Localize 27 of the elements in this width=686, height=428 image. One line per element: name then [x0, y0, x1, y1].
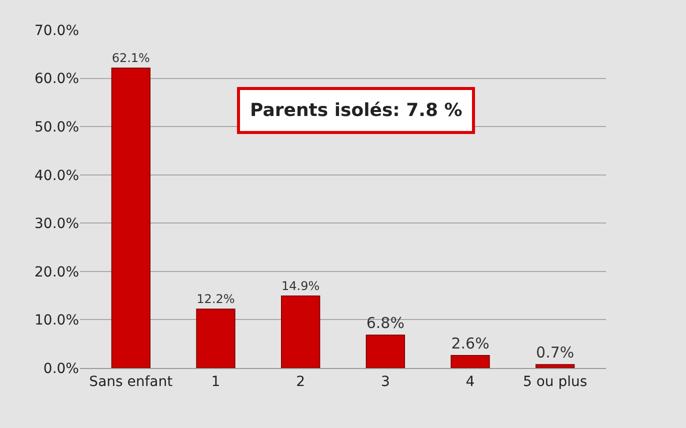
data-label: 0.7% — [536, 344, 574, 362]
y-tick-label: 70.0% — [34, 22, 79, 39]
x-tick-label: 4 — [466, 374, 475, 390]
y-tick-label: 20.0% — [34, 264, 79, 280]
bar — [196, 308, 236, 368]
bar — [280, 296, 320, 368]
bar — [111, 68, 150, 368]
x-tick-label: 1 — [211, 374, 220, 390]
y-tick-label: 0.0% — [43, 360, 79, 377]
x-tick-label: Sans enfant — [89, 374, 174, 390]
annotation: Parents isolés: 7.8 % — [250, 100, 462, 121]
data-label: 14.9% — [282, 278, 320, 293]
x-tick-label: 5 ou plus — [523, 374, 588, 390]
data-label: 12.2% — [196, 292, 235, 306]
x-tick-label: 3 — [380, 374, 390, 390]
x-tick-label: 2 — [296, 374, 306, 390]
y-tick-label: 50.0% — [34, 119, 79, 136]
data-label: 2.6% — [451, 334, 490, 352]
bar — [536, 364, 575, 368]
data-label: 62.1% — [112, 50, 150, 65]
bar — [450, 354, 490, 368]
y-tick-label: 40.0% — [34, 168, 79, 184]
y-tick-label: 10.0% — [34, 312, 79, 329]
data-label: 6.8% — [366, 314, 404, 332]
bar — [366, 334, 406, 368]
y-tick-label: 30.0% — [34, 216, 79, 232]
y-tick-label: 60.0% — [34, 71, 79, 88]
